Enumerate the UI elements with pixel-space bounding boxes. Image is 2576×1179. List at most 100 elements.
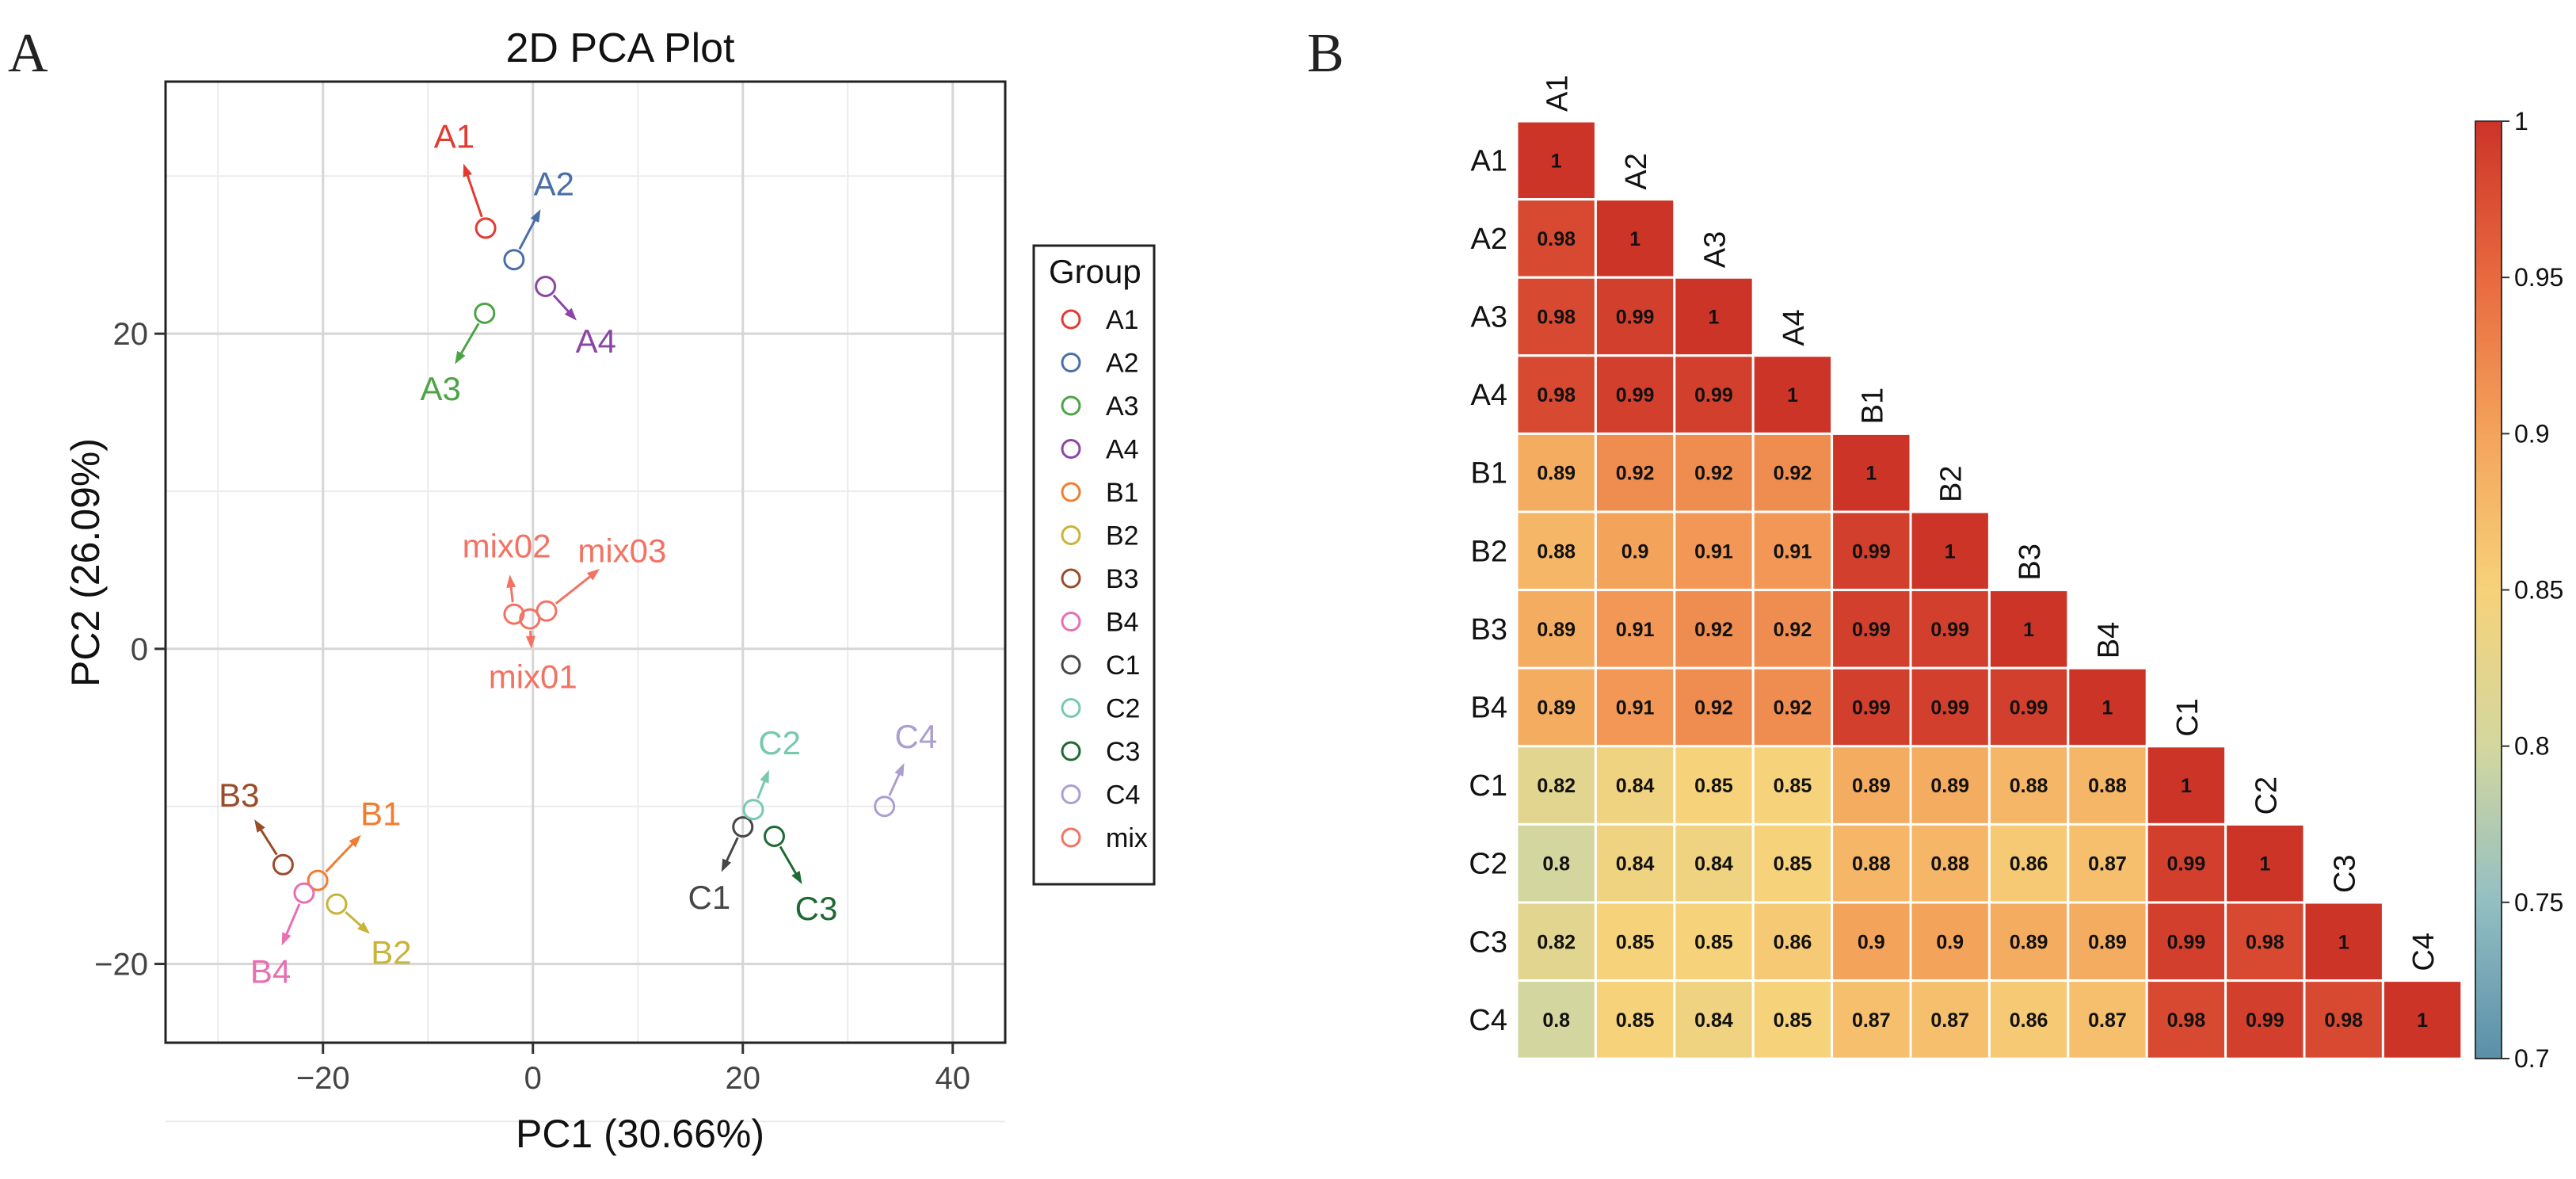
hm-cell-value: 0.87 (1930, 1009, 1969, 1032)
correlation-heatmap: A1 1 A1 A2 0.98 1 A2 A3 0.98 0.99 1 A3 A4 0.98 0.99 0.9… (1469, 75, 2464, 1060)
hm-cell (1831, 432, 1912, 513)
hm-cell-value: 0.82 (1537, 931, 1576, 953)
hm-cell-value: 1 (1629, 228, 1640, 250)
hm-cell (1909, 979, 1991, 1060)
hm-cell-value: 0.85 (1694, 931, 1733, 953)
point-c4 (874, 796, 896, 818)
legend-label-c1: C1 (1106, 651, 1140, 681)
hm-row-label-a4: A4 (1471, 379, 1507, 412)
pca-legend-title: Group (1049, 253, 1141, 290)
hm-col-label-a4: A4 (1778, 309, 1811, 345)
hm-cell-value: 0.99 (2010, 697, 2048, 719)
hm-cell-value: 1 (1709, 307, 1720, 329)
hm-cell (1594, 745, 1676, 826)
point-arrowhead-b3 (254, 819, 265, 833)
hm-cell-value: 0.84 (1616, 853, 1655, 876)
point-arrowhead-c2 (760, 769, 769, 784)
legend-marker-a1 (1061, 309, 1081, 330)
hm-cell-value: 0.86 (2010, 853, 2048, 876)
hm-cell-value: 0.92 (1616, 463, 1655, 485)
x-tick-label: 40 (936, 1061, 971, 1096)
hm-cell-value: 0.98 (2246, 931, 2284, 953)
hm-cell-value: 0.92 (1694, 697, 1733, 719)
pca-x-axis-title: PC1 (30.66%) (516, 1112, 764, 1156)
point-label-c3: C3 (795, 890, 838, 927)
hm-cell-value: 0.91 (1774, 540, 1812, 563)
colorbar-tick-label: 0.75 (2514, 888, 2563, 917)
hm-row-label-c3: C3 (1469, 925, 1507, 959)
hm-cell-value: 1 (2181, 775, 2192, 797)
hm-cell-value: 0.98 (2324, 1009, 2363, 1032)
hm-cell-value: 0.99 (1930, 619, 1969, 641)
point-arrowhead-mix03 (586, 568, 600, 581)
hm-cell (1831, 822, 1912, 904)
hm-cell-value: 0.89 (1930, 775, 1969, 797)
hm-col-label-c1: C1 (2171, 698, 2204, 737)
hm-row-label-c1: C1 (1469, 769, 1507, 803)
hm-cell (1594, 276, 1676, 357)
legend-label-mix: mix (1106, 823, 1148, 853)
hm-cell (1515, 979, 1597, 1060)
hm-cell-value: 0.9 (1621, 540, 1649, 563)
point-b3 (272, 853, 294, 876)
hm-cell-value: 0.87 (2088, 853, 2127, 876)
hm-cell-value: 1 (2338, 931, 2349, 953)
point-arrow-a1 (463, 167, 483, 218)
heatmap-colorbar: 0.7 0.75 0.8 0.85 0.9 0.95 1 (2475, 107, 2563, 1073)
point-label-b4: B4 (250, 953, 291, 990)
point-mix01 (519, 608, 541, 630)
legend-label-c2: C2 (1106, 694, 1140, 724)
hm-row-label-b2: B2 (1471, 535, 1507, 568)
hm-cell-value: 0.98 (1537, 384, 1576, 406)
pca-points: A1 A2 A3 A4 B1 B2 B3 B4 C1 C2 C3 C4 mix01 mix02 mix03 (219, 118, 937, 990)
hm-cell (1831, 745, 1912, 826)
legend-label-b4: B4 (1106, 608, 1139, 638)
hm-cell-value: 0.82 (1537, 775, 1576, 797)
colorbar-tick-label: 0.9 (2514, 419, 2549, 448)
pca-axis-ticks: −20 0 20 40 −20 0 20 (94, 317, 970, 1096)
legend-marker-b4 (1061, 612, 1081, 631)
hm-cell (1515, 901, 1597, 982)
legend-marker-b2 (1061, 525, 1081, 545)
hm-cell (2145, 745, 2227, 826)
hm-cell-value: 0.85 (1616, 931, 1655, 953)
hm-cell-value: 1 (2417, 1009, 2428, 1032)
hm-cell-value: 0.85 (1774, 853, 1812, 876)
hm-cell-value: 0.9 (1858, 931, 1885, 953)
point-label-b1: B1 (360, 796, 401, 833)
hm-cell (1987, 589, 2070, 670)
hm-cell (1909, 745, 1991, 826)
hm-cell (2224, 901, 2306, 982)
hm-cell-value: 0.98 (2167, 1009, 2206, 1032)
legend-label-a4: A4 (1106, 435, 1139, 465)
hm-cell-value: 0.88 (1930, 853, 1969, 876)
pca-title: 2D PCA Plot (505, 25, 735, 71)
x-tick-label: 0 (524, 1061, 542, 1096)
hm-cell-value: 0.84 (1694, 853, 1733, 876)
hm-cell-value: 0.91 (1694, 540, 1733, 563)
hm-col-label-a2: A2 (1620, 153, 1653, 189)
hm-cell-value: 0.86 (2010, 1009, 2048, 1032)
hm-row-label-b1: B1 (1471, 457, 1507, 490)
hm-cell (1673, 589, 1755, 670)
legend-marker-c1 (1061, 654, 1081, 675)
hm-cell-value: 0.98 (1537, 307, 1576, 329)
hm-cell-value: 0.92 (1774, 619, 1812, 641)
hm-cell-value: 0.85 (1694, 775, 1733, 797)
hm-cell-value: 0.99 (1694, 384, 1733, 406)
hm-cell (1673, 276, 1755, 357)
hm-cell-value: 0.99 (2167, 853, 2206, 876)
hm-cell (1987, 979, 2070, 1060)
hm-cell (1673, 745, 1755, 826)
hm-cell-value: 0.85 (1774, 1009, 1812, 1032)
point-arrowhead-a3 (455, 350, 466, 364)
point-arrowhead-mix01 (525, 635, 535, 649)
point-arrowhead-a1 (463, 163, 472, 177)
point-a4 (535, 276, 557, 298)
point-label-c2: C2 (758, 724, 801, 761)
point-label-a2: A2 (534, 165, 574, 202)
hm-col-label-a1: A1 (1541, 75, 1575, 112)
hm-cell (1909, 901, 1991, 982)
hm-cell-value: 0.88 (2010, 775, 2048, 797)
